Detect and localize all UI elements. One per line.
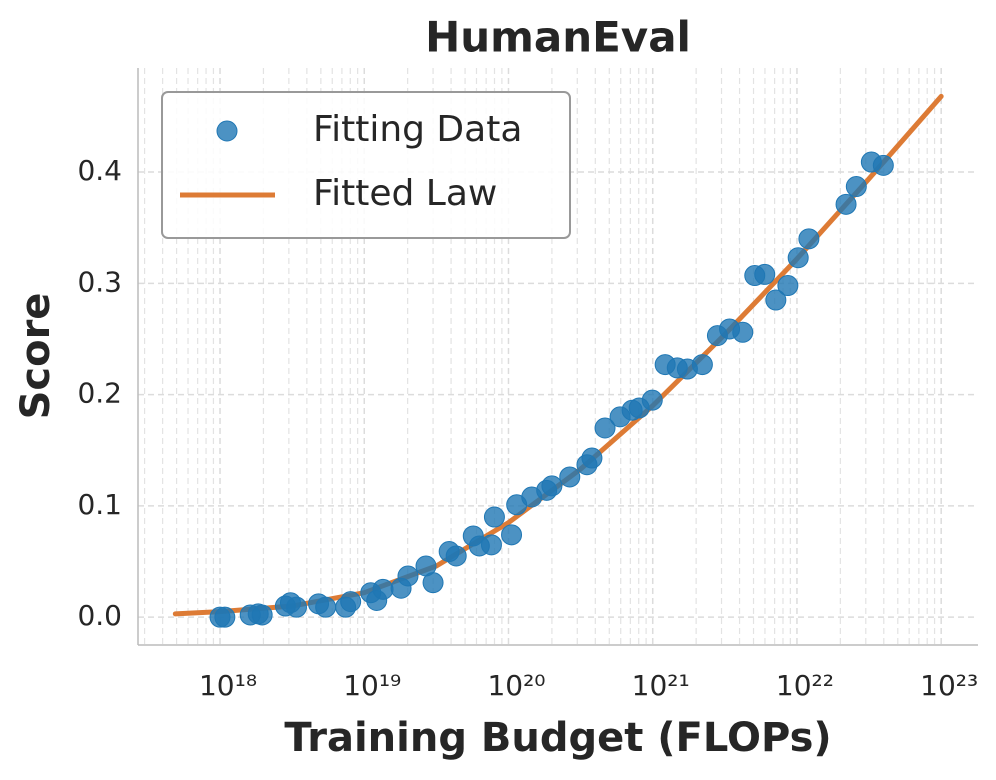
data-point: [315, 596, 337, 618]
data-point: [845, 176, 867, 198]
data-point: [732, 321, 754, 343]
x-tick-label: 10²¹: [632, 669, 690, 702]
legend-marker: [216, 120, 238, 142]
data-point: [594, 417, 616, 439]
data-point: [559, 466, 581, 488]
x-tick-label: 10²⁰: [487, 669, 545, 702]
legend-label: Fitted Law: [313, 173, 497, 214]
data-point: [422, 572, 444, 594]
data-point: [397, 565, 419, 587]
data-point: [754, 263, 776, 285]
data-point: [798, 228, 820, 250]
data-point: [251, 604, 273, 626]
legend: Fitting Data Fitted Law: [161, 91, 571, 239]
y-tick-label: 0.0: [77, 599, 122, 632]
data-point: [641, 389, 663, 411]
y-tick-label: 0.4: [77, 154, 122, 187]
y-axis-label: Score: [13, 293, 59, 420]
data-point: [581, 447, 603, 469]
chart-title: HumanEval: [425, 13, 691, 62]
data-point: [214, 606, 236, 628]
y-tick-label: 0.1: [77, 488, 122, 521]
data-point: [765, 289, 787, 311]
data-point: [483, 506, 505, 528]
data-point: [691, 354, 713, 376]
data-point: [445, 545, 467, 567]
data-point: [372, 578, 394, 600]
data-point: [872, 154, 894, 176]
x-tick-label: 10¹⁹: [343, 669, 401, 702]
x-tick-label: 10¹⁸: [199, 669, 257, 702]
data-point: [340, 591, 362, 613]
legend-label: Fitting Data: [313, 109, 522, 150]
data-point: [777, 275, 799, 297]
data-point: [285, 596, 307, 618]
x-tick-label: 10²²: [776, 669, 834, 702]
data-point: [835, 193, 857, 215]
data-point: [501, 524, 523, 546]
x-tick-label: 10²³: [920, 669, 978, 702]
legend-box: [161, 91, 571, 239]
data-point: [787, 247, 809, 269]
x-axis-label: Training Budget (FLOPs): [284, 715, 831, 761]
data-point: [480, 534, 502, 556]
data-point: [541, 475, 563, 497]
y-tick-label: 0.3: [77, 265, 122, 298]
y-tick-label: 0.2: [77, 377, 122, 410]
